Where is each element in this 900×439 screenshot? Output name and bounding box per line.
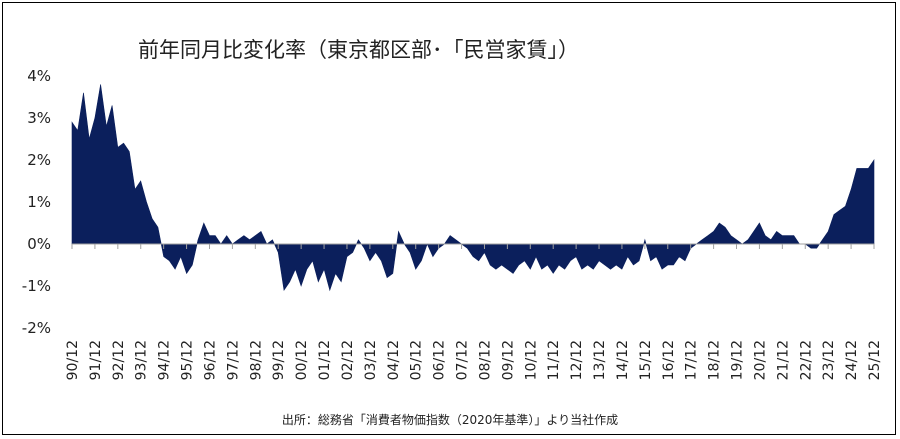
x-tick-label: 19/12 [730,340,746,380]
rent-cpi-chart: 前年同月比変化率（東京都区部･「民営家賃」） 4%3%2%1%0%-1%-2% … [22,38,883,427]
x-tick-label: 02/12 [340,340,356,380]
x-tick-label: 11/12 [546,340,562,380]
y-tick-label: 2% [27,151,51,169]
x-tick-label: 17/12 [684,340,700,380]
x-tick-label: 03/12 [363,340,379,380]
x-tick-label: 14/12 [615,340,631,380]
x-tick-label: 09/12 [500,340,516,380]
x-tick-label: 06/12 [432,340,448,380]
x-tick-label: 07/12 [455,340,471,380]
y-tick-label: -1% [22,277,51,295]
x-tick-label: 22/12 [798,340,814,380]
x-tick-label: 92/12 [111,340,127,380]
x-tick-label: 95/12 [180,340,196,380]
x-tick-label: 94/12 [157,340,173,380]
x-tick-label: 15/12 [638,340,654,380]
x-tick-label: 00/12 [294,340,310,380]
y-tick-label: 4% [27,67,51,85]
x-tick-label: 10/12 [523,340,539,380]
chart-frame: 前年同月比変化率（東京都区部･「民営家賃」） 4% 3% 2% 1% 0% -1% -2% … [2,2,896,435]
x-tick-label: 91/12 [88,340,104,380]
x-tick-label: 12/12 [569,340,585,380]
y-tick-label: 1% [27,193,51,211]
x-tick-label: 25/12 [867,340,883,380]
x-tick-label: 13/12 [592,340,608,380]
x-axis-labels: 90/12 91/12 92/12 93/12 94/12 95/12 96/12 97/12… [65,340,883,380]
x-tick-label: 93/12 [134,340,150,380]
source-note: 出所：総務省「消費者物価指数（2020年基準）」より当社作成 [282,412,618,427]
x-tick-label: 20/12 [752,340,768,380]
y-tick-label: 3% [27,109,51,127]
x-tick-label: 96/12 [202,340,218,380]
x-tick-label: 16/12 [661,340,677,380]
x-tick-label: 21/12 [775,340,791,380]
chart-title: 前年同月比変化率（東京都区部･「民営家賃」） [138,38,579,62]
y-axis-labels: 4% 3% 2% 1% 0% -1% -2% [22,67,51,337]
x-tick-label: 97/12 [225,340,241,380]
x-tick-label: 90/12 [65,340,81,380]
plot-area [71,84,875,292]
x-tick-label: 04/12 [386,340,402,380]
x-tick-label: 23/12 [821,340,837,380]
x-tick-label: 24/12 [844,340,860,380]
y-tick-label: 0% [27,235,51,253]
x-tick-label: 05/12 [409,340,425,380]
x-tick-label: 98/12 [248,340,264,380]
x-tick-label: 08/12 [477,340,493,380]
x-tick-label: 99/12 [271,340,287,380]
x-tick-label: 18/12 [707,340,723,380]
series-area [71,84,875,292]
x-tick-label: 01/12 [317,340,333,380]
x-axis-ticks [71,244,875,249]
y-tick-label: -2% [22,319,51,337]
